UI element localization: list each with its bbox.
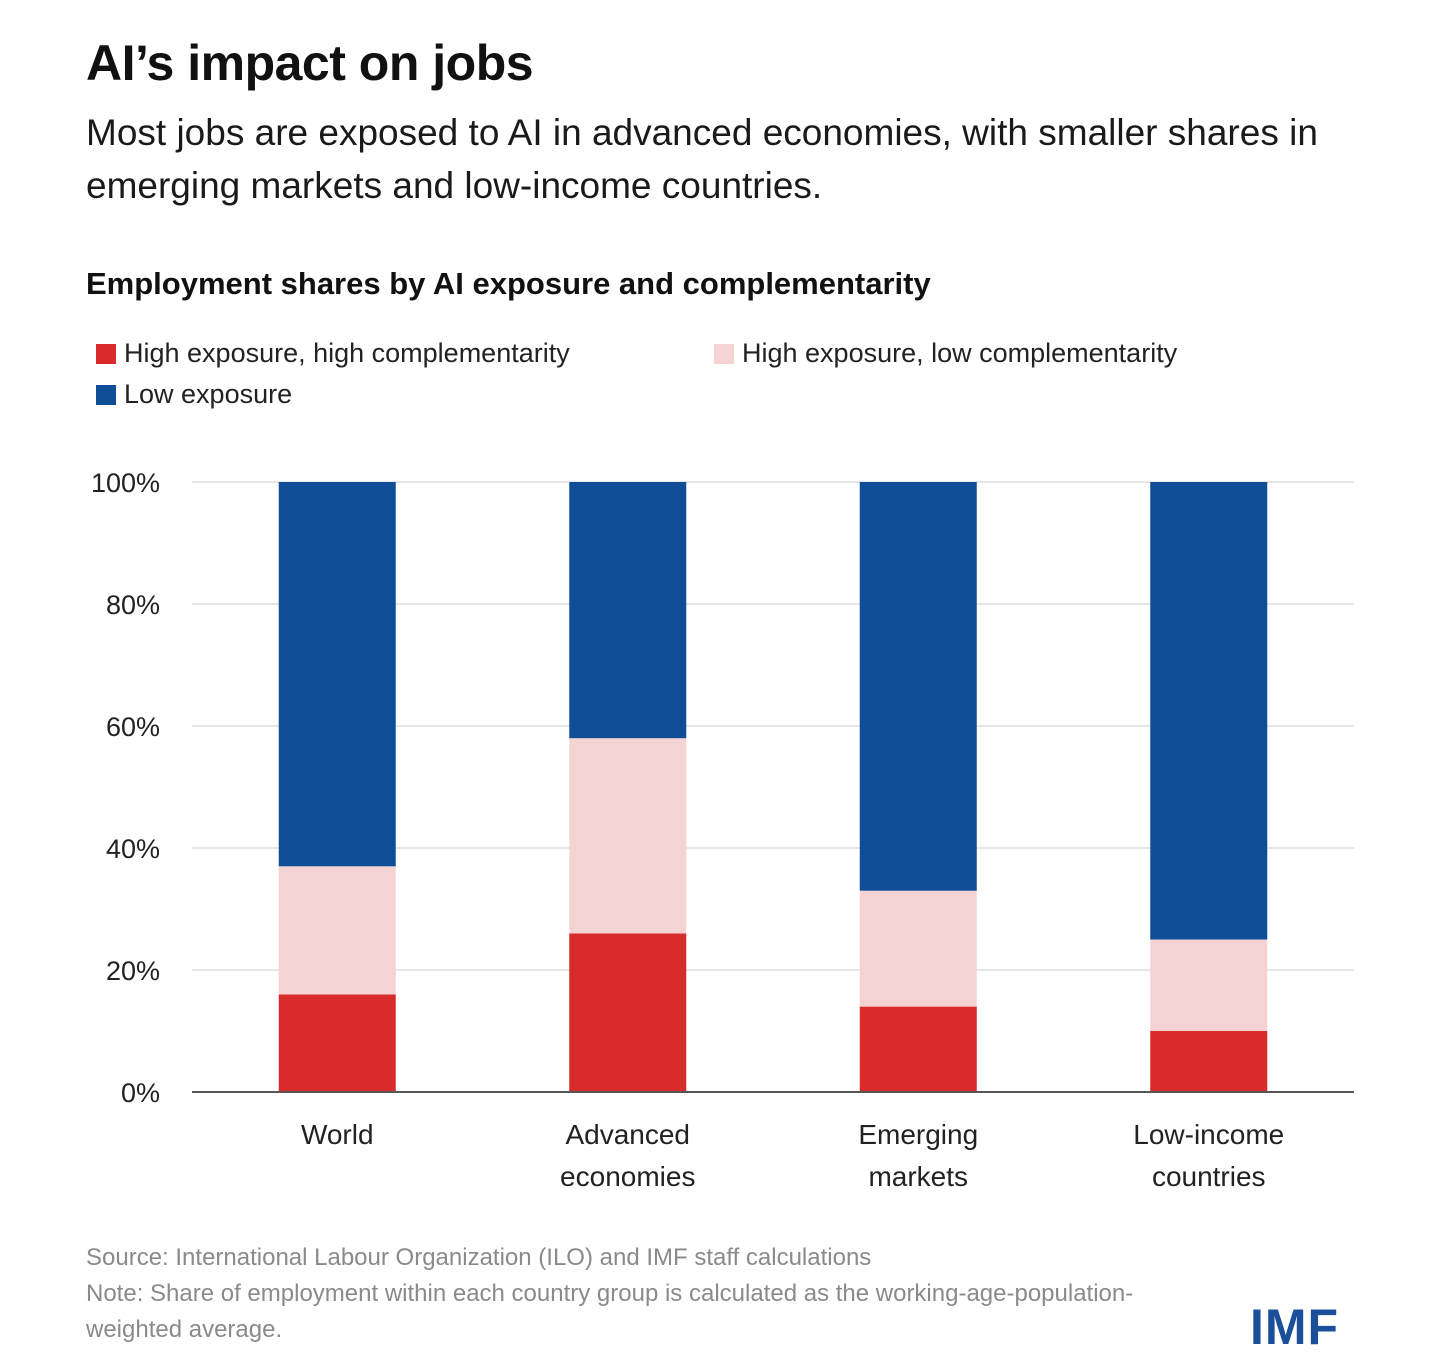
source-note: Source: International Labour Organizatio… [86, 1244, 872, 1271]
chart-footnote: Source: International Labour Organizatio… [86, 1240, 1206, 1348]
page-title: AI’s impact on jobs [86, 35, 534, 91]
method-note: Note: Share of employment within each co… [86, 1280, 1134, 1343]
legend-label: High exposure, high complementarity [124, 338, 570, 368]
x-category-label: Emerging [858, 1119, 978, 1150]
bar-segment [278, 866, 396, 995]
legend-item-high-exposure-low-complementarity: High exposure, low complementarity [714, 338, 1177, 369]
legend-swatch-high-high [96, 343, 116, 364]
bar-segment [278, 482, 396, 867]
x-category-label: economies [560, 1161, 695, 1192]
x-category-label: Advanced [565, 1119, 690, 1150]
x-category-label: countries [1152, 1161, 1266, 1192]
bar-segment [1150, 939, 1268, 1031]
imf-logo: IMF [1250, 1299, 1340, 1355]
y-tick-label: 60% [106, 712, 160, 742]
stacked-bar-chart: 0% 20% 40% 60% 80% 100% World Advanced economies… [91, 468, 1354, 1192]
bar-segment [569, 482, 687, 739]
bar-segment [1150, 1031, 1268, 1092]
bar-segment [569, 738, 687, 934]
y-tick-label: 0% [121, 1078, 160, 1108]
x-category-label: markets [868, 1161, 968, 1192]
legend-label: Low exposure [124, 379, 293, 409]
page-subtitle: Most jobs are exposed to AI in advanced … [86, 112, 1318, 206]
legend-item-high-exposure-high-complementarity: High exposure, high complementarity [96, 338, 570, 369]
legend-item-low-exposure: Low exposure [96, 379, 292, 410]
bar-segment [859, 1006, 977, 1092]
chart-title: Employment shares by AI exposure and com… [86, 266, 931, 301]
x-category-label: World [301, 1119, 374, 1150]
y-tick-label: 20% [106, 956, 160, 986]
bar-segment [859, 482, 977, 891]
y-tick-label: 100% [91, 468, 160, 498]
bar-segment [1150, 482, 1268, 940]
bar-segment [859, 890, 977, 1007]
y-tick-label: 80% [106, 590, 160, 620]
bar-segment [569, 933, 687, 1092]
legend-swatch-low [96, 384, 116, 405]
y-tick-label: 40% [106, 834, 160, 864]
x-category-label: Low-income [1133, 1119, 1284, 1150]
legend-label: High exposure, low complementarity [742, 338, 1178, 368]
bar-segment [278, 994, 396, 1092]
legend-swatch-high-low [714, 343, 734, 364]
